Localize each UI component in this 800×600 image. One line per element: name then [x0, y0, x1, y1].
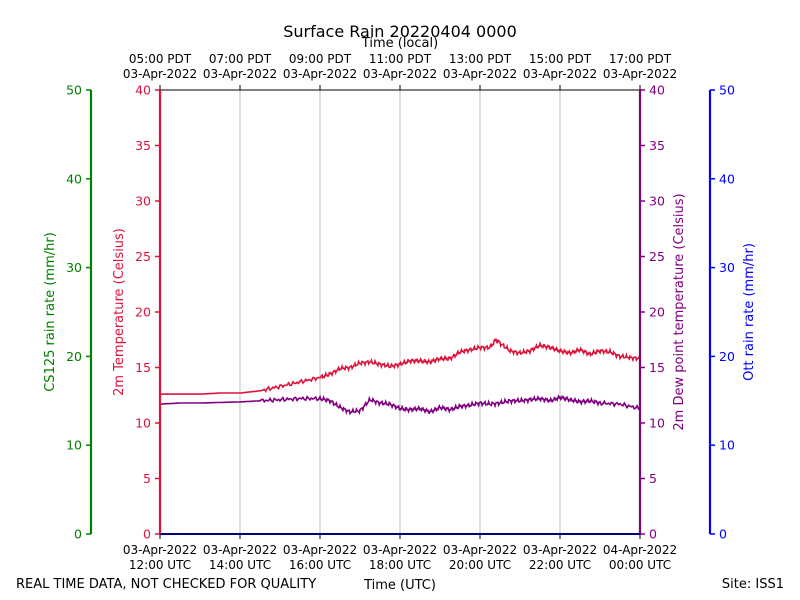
temp-tick-label: 10	[135, 416, 151, 431]
ott-tick-label: 10	[719, 438, 735, 453]
utc-tick-date: 03-Apr-2022	[443, 543, 517, 557]
utc-tick-date: 03-Apr-2022	[523, 543, 597, 557]
local-tick-date: 03-Apr-2022	[283, 67, 357, 81]
temp-tick-label: 5	[143, 471, 151, 486]
local-tick-date: 03-Apr-2022	[603, 67, 677, 81]
dew-axis-label: 2m Dew point temperature (Celsius)	[672, 193, 687, 430]
temp-tick-label: 30	[135, 194, 151, 209]
local-tick-date: 03-Apr-2022	[363, 67, 437, 81]
utc-tick-date: 03-Apr-2022	[283, 543, 357, 557]
cs125-tick-label: 50	[66, 83, 82, 98]
utc-tick-time: 16:00 UTC	[289, 558, 351, 572]
temp-tick-label: 20	[135, 305, 151, 320]
utc-tick-time: 14:00 UTC	[209, 558, 271, 572]
local-tick-date: 03-Apr-2022	[203, 67, 277, 81]
dew-tick-label: 35	[649, 138, 665, 153]
x-axis-label: Time (UTC)	[363, 578, 436, 593]
quality-disclaimer: REAL TIME DATA, NOT CHECKED FOR QUALITY	[16, 577, 316, 592]
ott-tick-label: 40	[719, 171, 735, 186]
ott-tick-label: 30	[719, 260, 735, 275]
ott-tick-label: 0	[719, 527, 727, 542]
utc-tick-date: 03-Apr-2022	[363, 543, 437, 557]
site-label: Site: ISS1	[722, 577, 784, 592]
cs125-tick-label: 10	[66, 438, 82, 453]
top-axis-label: Time (local)	[361, 36, 438, 51]
utc-tick-date: 03-Apr-2022	[203, 543, 277, 557]
dew-tick-label: 10	[649, 416, 665, 431]
grid-lines	[239, 90, 561, 534]
series-line-dew	[160, 394, 641, 416]
dew-tick-label: 25	[649, 249, 665, 264]
dew-tick-label: 5	[649, 471, 657, 486]
axes-layer	[89, 89, 712, 535]
utc-tick-time: 22:00 UTC	[529, 558, 591, 572]
series-line-temp	[160, 337, 641, 395]
utc-tick-date: 04-Apr-2022	[603, 543, 677, 557]
local-tick-time: 05:00 PDT	[129, 52, 192, 66]
tick-layer: 0 10 20 30 40 50 0 5 10 15 20 25 30 35 40 0 5 10 15 20 25 30 3…	[66, 52, 735, 572]
temp-tick-label: 35	[135, 138, 151, 153]
local-tick-date: 03-Apr-2022	[123, 67, 197, 81]
ott-tick-label: 20	[719, 349, 735, 364]
dew-tick-label: 30	[649, 194, 665, 209]
cs125-tick-label: 30	[66, 260, 82, 275]
dew-tick-label: 15	[649, 360, 665, 375]
utc-tick-time: 20:00 UTC	[449, 558, 511, 572]
cs125-tick-label: 0	[74, 527, 82, 542]
local-tick-date: 03-Apr-2022	[523, 67, 597, 81]
local-tick-time: 07:00 PDT	[209, 52, 272, 66]
utc-tick-time: 00:00 UTC	[609, 558, 671, 572]
cs125-axis-label: CS125 rain rate (mm/hr)	[43, 232, 58, 392]
local-tick-time: 17:00 PDT	[609, 52, 672, 66]
chart-title: Surface Rain 20220404 0000	[283, 22, 517, 41]
temp-tick-label: 15	[135, 360, 151, 375]
ott-tick-label: 50	[719, 83, 735, 98]
utc-tick-date: 03-Apr-2022	[123, 543, 197, 557]
utc-tick-time: 18:00 UTC	[369, 558, 431, 572]
local-tick-time: 09:00 PDT	[289, 52, 352, 66]
dew-tick-label: 20	[649, 305, 665, 320]
cs125-tick-label: 40	[66, 171, 82, 186]
temp-tick-label: 40	[135, 83, 151, 98]
temp-tick-label: 0	[143, 527, 151, 542]
dew-tick-label: 0	[649, 527, 657, 542]
dew-tick-label: 40	[649, 83, 665, 98]
cs125-tick-label: 20	[66, 349, 82, 364]
local-tick-time: 13:00 PDT	[449, 52, 512, 66]
ott-axis-label: Ott rain rate (mm/hr)	[742, 243, 757, 381]
local-tick-time: 11:00 PDT	[369, 52, 432, 66]
utc-tick-time: 12:00 UTC	[129, 558, 191, 572]
temp-axis-label: 2m Temperature (Celsius)	[112, 228, 127, 396]
local-tick-time: 15:00 PDT	[529, 52, 592, 66]
local-tick-date: 03-Apr-2022	[443, 67, 517, 81]
temp-tick-label: 25	[135, 249, 151, 264]
